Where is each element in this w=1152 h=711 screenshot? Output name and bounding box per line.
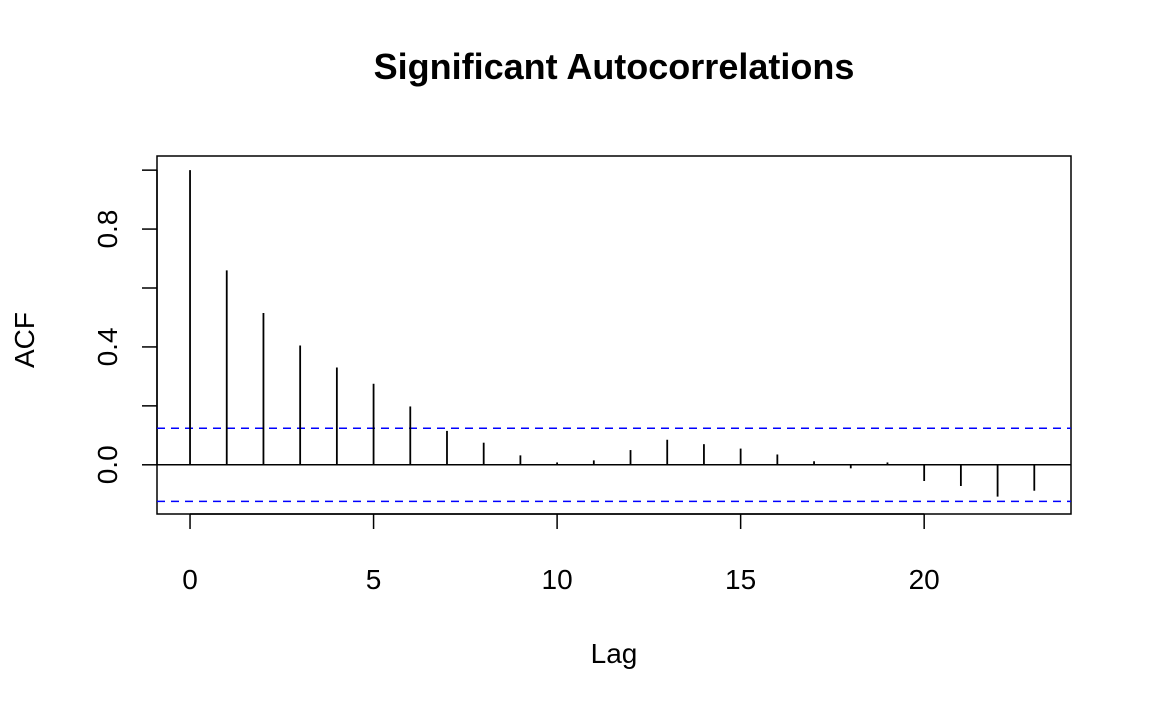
x-tick-label: 20 — [909, 564, 940, 595]
y-tick-label: 0.4 — [92, 327, 123, 366]
x-tick-label: 10 — [542, 564, 573, 595]
y-tick-label: 0.8 — [92, 210, 123, 249]
plot-frame — [156, 155, 1072, 515]
y-tick-label: 0.0 — [92, 445, 123, 484]
y-axis-label: ACF — [9, 312, 40, 368]
x-tick-label: 5 — [366, 564, 382, 595]
x-axis: 0 5 10 15 20 — [182, 513, 940, 595]
x-tick-label: 0 — [182, 564, 198, 595]
confidence-bands — [157, 427, 1071, 503]
acf-bars — [189, 170, 1036, 497]
x-tick-label: 15 — [725, 564, 756, 595]
chart-title: Significant Autocorrelations — [374, 46, 855, 87]
y-axis: 0.0 0.4 0.8 — [92, 169, 158, 484]
x-axis-label: Lag — [591, 638, 638, 669]
